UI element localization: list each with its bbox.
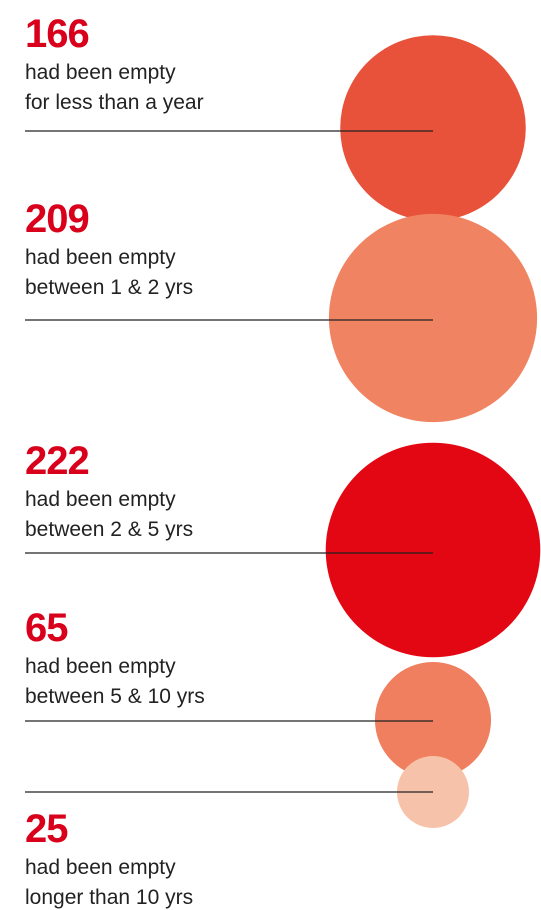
category-label: for less than a year [25,91,204,114]
bubble [325,442,541,658]
category-label: had been empty [25,856,176,879]
category-label: between 5 & 10 yrs [25,685,205,708]
category-label: had been empty [25,488,176,511]
bubble [340,35,526,221]
value-label: 209 [25,197,89,241]
category-label: had been empty [25,246,176,269]
category-label: had been empty [25,61,176,84]
value-label: 222 [25,439,89,483]
bubble [374,661,492,779]
value-label: 166 [25,12,89,56]
category-label: between 1 & 2 yrs [25,276,193,299]
value-label: 25 [25,807,68,851]
category-label: longer than 10 yrs [25,886,193,909]
value-label: 65 [25,606,68,650]
category-label: had been empty [25,655,176,678]
category-label: between 2 & 5 yrs [25,518,193,541]
bubble [328,213,538,423]
